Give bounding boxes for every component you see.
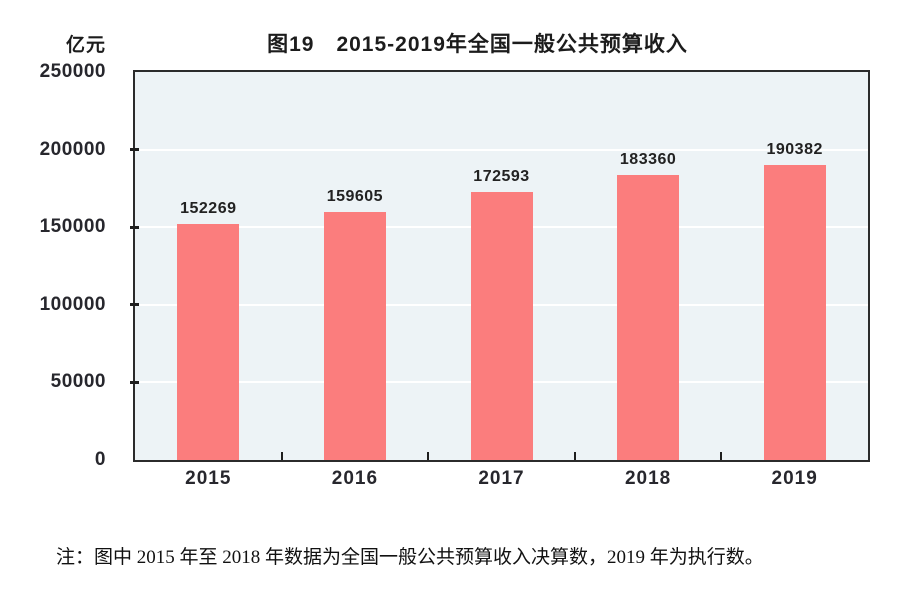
bar-value-label: 172593 [473,168,530,186]
x-tick-mark [427,452,430,460]
y-tick-label: 150000 [39,216,106,238]
chart-title: 图19 2015-2019年全国一般公共预算收入 [267,33,688,56]
bar-value-label: 190382 [766,140,823,158]
bar-2016 [323,212,386,460]
y-axis-unit-label: 亿元 [65,35,106,56]
y-tick-label: 0 [94,449,106,470]
y-tick-mark [130,225,139,229]
y-tick-label: 250000 [39,61,106,82]
y-tick-label: 100000 [39,293,106,315]
bar-2017 [470,192,533,460]
x-tick-mark [573,452,576,460]
bar-value-label: 152269 [180,199,237,217]
x-tick-mark [280,452,283,460]
x-tick-label: 2018 [624,468,672,489]
x-tick-label: 2017 [478,468,525,489]
note-text: 注：图中 2015 年至 2018 年数据为全国一般公共预算收入决算数，2019… [56,547,764,568]
bar-2015 [177,223,240,460]
bar-value-label: 183360 [619,151,677,169]
x-tick-label: 2015 [185,468,232,489]
x-tick-label: 2016 [331,468,379,489]
y-tick-label: 50000 [50,371,106,393]
y-tick-mark [130,380,139,384]
bar-2018 [617,175,680,460]
y-axis-labels: 0 50000 100000 150000 200000 250000 [0,62,106,470]
bar-2019 [763,164,826,460]
y-tick-mark [130,303,139,307]
plot-area: 152269 159605 172593 183360 190382 [130,70,870,462]
x-axis-labels: 2015 2016 2017 2018 2019 [135,468,868,494]
gridline [135,148,868,151]
y-tick-mark [130,148,139,152]
y-tick-label: 200000 [39,138,106,160]
bar-value-label: 159605 [326,188,384,206]
x-tick-label: 2019 [771,468,818,489]
x-tick-mark [720,452,723,460]
